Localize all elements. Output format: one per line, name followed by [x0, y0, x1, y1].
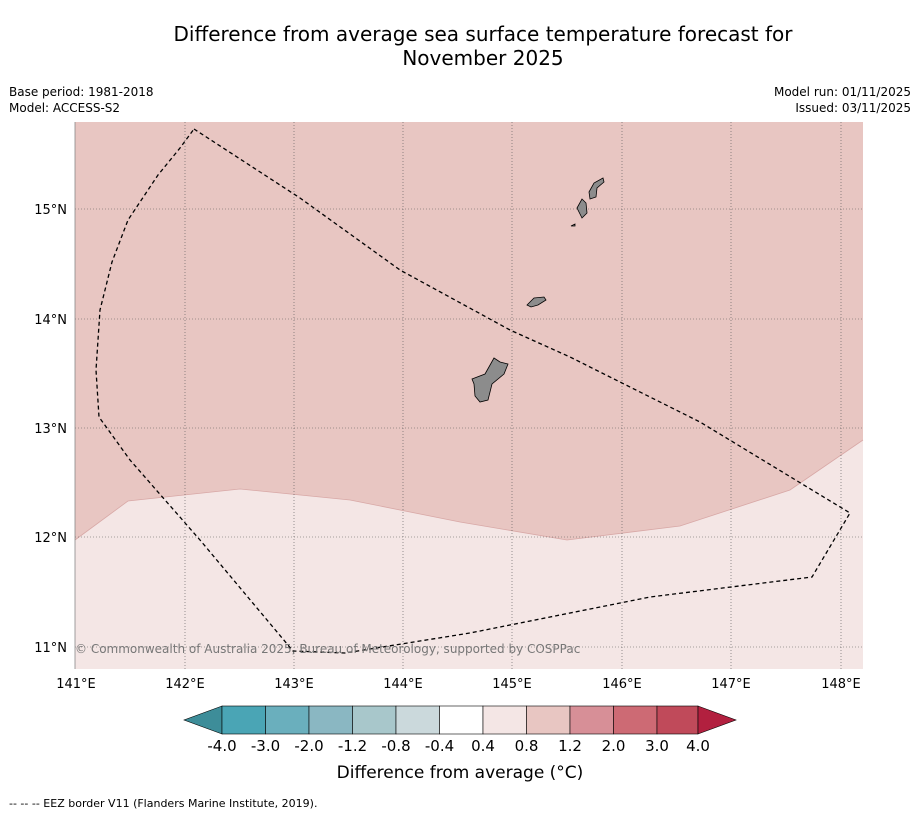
land-islands	[471, 177, 605, 403]
eez-legend-footnote: -- -- -- EEZ border V11 (Flanders Marine…	[9, 797, 318, 810]
colorbar-tick: 3.0	[645, 737, 669, 755]
saipan-island	[588, 177, 605, 200]
longitude-labels: 141°E 142°E 143°E 144°E 145°E 146°E 147°…	[56, 677, 861, 692]
colorbar-tick: 1.2	[558, 737, 582, 755]
colorbar-tick: 4.0	[686, 737, 710, 755]
colorbar-segment	[526, 705, 571, 735]
colorbar-segment	[265, 705, 310, 735]
colorbar-tick: 2.0	[602, 737, 626, 755]
lat-label: 12°N	[34, 531, 67, 546]
map-title: Difference from average sea surface temp…	[0, 22, 919, 70]
guam-island	[471, 357, 509, 403]
colorbar-segment	[308, 705, 353, 735]
colorbar-ticks: -4.0 -3.0 -2.0 -1.2 -0.8 -0.4 0.4 0.8 1.…	[207, 737, 710, 755]
colorbar-segment	[656, 705, 699, 735]
anomaly-contour	[74, 439, 864, 541]
title-line-2: November 2025	[402, 46, 564, 70]
rota-island	[526, 296, 547, 308]
colorbar-tick: -1.2	[338, 737, 367, 755]
eez-border	[95, 128, 851, 654]
anomaly-field-lower	[75, 440, 863, 669]
model-run: Model run: 01/11/2025	[773, 85, 911, 99]
colorbar-segment	[221, 705, 266, 735]
colorbar-segment	[482, 705, 527, 735]
colorbar-over-arrow	[697, 705, 737, 735]
lon-label: 147°E	[711, 677, 751, 692]
colorbar-tick: -3.0	[251, 737, 280, 755]
latitude-labels: 15°N 14°N 13°N 12°N 11°N	[34, 203, 67, 656]
lon-label: 148°E	[821, 677, 861, 692]
lon-label: 146°E	[602, 677, 642, 692]
lat-label: 14°N	[34, 313, 67, 328]
colorbar	[183, 705, 737, 735]
aguijan-islet	[570, 223, 576, 227]
right-metadata: Model run: 01/11/2025 Issued: 03/11/2025	[774, 84, 911, 116]
colorbar-segment	[439, 705, 484, 735]
left-metadata: Base period: 1981-2018 Model: ACCESS-S2	[9, 84, 154, 116]
colorbar-tick: -4.0	[207, 737, 236, 755]
title-line-1: Difference from average sea surface temp…	[173, 22, 793, 46]
gridlines	[75, 122, 863, 669]
tinian-island	[576, 198, 588, 219]
lon-label: 141°E	[56, 677, 96, 692]
colorbar-segment	[613, 705, 658, 735]
colorbar-segment	[395, 705, 440, 735]
lon-label: 144°E	[383, 677, 423, 692]
copyright-text: © Commonwealth of Australia 2025, Bureau…	[75, 642, 580, 656]
colorbar-tick: -2.0	[294, 737, 323, 755]
lon-label: 143°E	[274, 677, 314, 692]
lon-label: 142°E	[165, 677, 205, 692]
lat-label: 13°N	[34, 422, 67, 437]
base-period: Base period: 1981-2018	[9, 85, 154, 99]
colorbar-tick: 0.8	[515, 737, 539, 755]
colorbar-title: Difference from average (°C)	[336, 763, 584, 783]
colorbar-tick: -0.4	[425, 737, 454, 755]
lat-label: 15°N	[34, 203, 67, 218]
colorbar-segment	[352, 705, 397, 735]
colorbar-under-arrow	[183, 705, 223, 735]
colorbar-tick: 0.4	[471, 737, 495, 755]
issued-date: Issued: 03/11/2025	[795, 101, 911, 115]
lat-label: 11°N	[34, 641, 67, 656]
lon-label: 145°E	[492, 677, 532, 692]
model-name: Model: ACCESS-S2	[9, 101, 121, 115]
colorbar-segment	[569, 705, 614, 735]
colorbar-tick: -0.8	[381, 737, 410, 755]
